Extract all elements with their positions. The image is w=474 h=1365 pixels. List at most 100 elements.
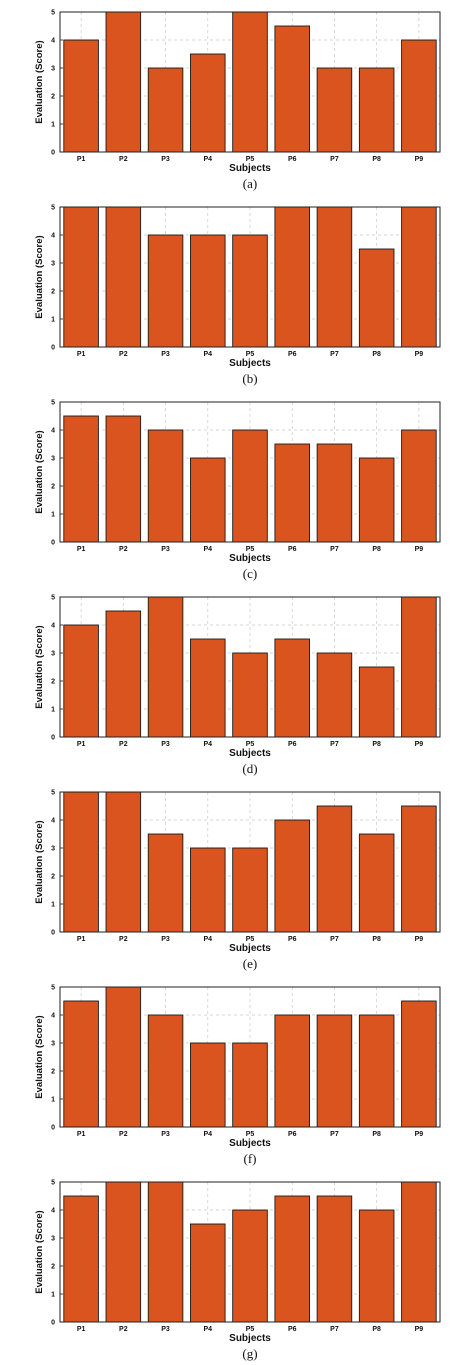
bar-p2 (105, 986, 142, 1128)
bar-p6 (274, 1195, 310, 1323)
x-tick-label: P8 (372, 351, 381, 358)
y-axis-label: Evaluation (Score) (34, 40, 45, 123)
y-tick-label: 3 (51, 651, 55, 658)
x-tick-label: P2 (119, 546, 128, 553)
x-tick-label: P7 (330, 1326, 339, 1333)
bar-p3 (147, 596, 184, 738)
x-tick-label: P6 (288, 156, 297, 163)
x-axis-label: Subjects (229, 553, 271, 564)
x-tick-label: P8 (372, 936, 381, 943)
bar-p9 (401, 1000, 437, 1128)
x-tick-label: P1 (77, 1326, 86, 1333)
x-tick-label: P2 (119, 1326, 128, 1333)
bar-p3 (147, 833, 184, 933)
bar-p3 (147, 429, 184, 543)
x-tick-label: P7 (330, 1131, 339, 1138)
y-tick-label: 5 (51, 985, 55, 992)
y-tick-label: 2 (51, 874, 55, 881)
bar-p4 (190, 638, 226, 738)
x-tick-label: P1 (77, 351, 86, 358)
bar-p9 (401, 1181, 437, 1323)
x-tick-label: P8 (372, 156, 381, 163)
x-tick-label: P8 (372, 1131, 381, 1138)
bar-p1 (63, 1000, 99, 1128)
bar-p4 (190, 234, 226, 348)
bar-p6 (274, 25, 310, 153)
bar-p3 (147, 1014, 184, 1128)
x-tick-label: P4 (203, 156, 212, 163)
bar-p1 (63, 791, 99, 933)
bar-p1 (63, 39, 99, 153)
x-axis-label: Subjects (229, 163, 271, 174)
x-tick-label: P9 (415, 156, 424, 163)
bar-p2 (105, 415, 142, 543)
panel-caption: (d) (242, 761, 257, 776)
bar-p6 (274, 638, 310, 738)
bar-p9 (401, 596, 437, 738)
x-tick-label: P5 (246, 936, 255, 943)
bar-p8 (358, 666, 395, 738)
x-tick-label: P6 (288, 1131, 297, 1138)
y-tick-label: 1 (51, 1292, 55, 1299)
x-tick-label: P7 (330, 351, 339, 358)
y-tick-label: 3 (51, 66, 55, 73)
x-tick-label: P5 (246, 156, 255, 163)
x-tick-label: P1 (77, 156, 86, 163)
bar-p6 (274, 819, 310, 933)
y-tick-label: 0 (51, 540, 55, 547)
x-tick-label: P3 (161, 741, 170, 748)
y-tick-label: 4 (51, 1013, 55, 1020)
y-tick-label: 0 (51, 1125, 55, 1132)
x-tick-label: P9 (415, 1326, 424, 1333)
x-axis-label: Subjects (229, 358, 271, 369)
bar-p3 (147, 1181, 184, 1323)
x-axis-label: Subjects (229, 1138, 271, 1149)
x-tick-label: P6 (288, 351, 297, 358)
y-tick-label: 2 (51, 679, 55, 686)
bar-p4 (190, 457, 226, 543)
bar-p4 (190, 53, 226, 153)
y-tick-label: 3 (51, 1236, 55, 1243)
x-tick-label: P6 (288, 936, 297, 943)
bar-p7 (316, 67, 353, 153)
y-tick-label: 2 (51, 289, 55, 296)
x-tick-label: P5 (246, 546, 255, 553)
bar-p1 (63, 1195, 99, 1323)
bar-p5 (232, 234, 268, 348)
plot-frame (59, 11, 441, 153)
x-tick-label: P5 (246, 351, 255, 358)
x-tick-label: P6 (288, 741, 297, 748)
bar-p7 (316, 1014, 353, 1128)
y-tick-label: 2 (51, 1264, 55, 1271)
panel-caption: (c) (243, 566, 257, 581)
x-tick-label: P9 (415, 1131, 424, 1138)
y-tick-label: 2 (51, 94, 55, 101)
bar-p6 (274, 443, 310, 543)
bar-p9 (401, 429, 437, 543)
panel-caption: (e) (243, 956, 257, 971)
chart-panel-3: 0 1 2 3 4 5 P1 P2 P3 P4 P5 P6 P7 P8 P9 Subjects Evaluati… (34, 400, 441, 581)
x-tick-label: P2 (119, 351, 128, 358)
bar-p3 (147, 234, 184, 348)
bar-p2 (105, 610, 142, 738)
y-tick-label: 4 (51, 818, 55, 825)
x-tick-label: P2 (119, 936, 128, 943)
y-tick-label: 0 (51, 1320, 55, 1327)
x-tick-label: P4 (203, 351, 212, 358)
y-tick-label: 2 (51, 484, 55, 491)
bar-p3 (147, 67, 184, 153)
bar-p5 (232, 847, 268, 933)
x-tick-label: P3 (161, 1326, 170, 1333)
bar-p9 (401, 206, 437, 348)
y-tick-label: 3 (51, 1041, 55, 1048)
x-tick-label: P4 (203, 936, 212, 943)
y-tick-label: 1 (51, 122, 55, 129)
plot-frame (59, 986, 441, 1128)
chart-panel-4: 0 1 2 3 4 5 P1 P2 P3 P4 P5 P6 P7 P8 P9 Subjects Evaluati… (34, 595, 441, 776)
x-tick-label: P5 (246, 741, 255, 748)
x-tick-label: P7 (330, 936, 339, 943)
chart-panel-7: 0 1 2 3 4 5 P1 P2 P3 P4 P5 P6 P7 P8 P9 Subjects Evaluati… (34, 1180, 441, 1361)
y-axis-label: Evaluation (Score) (34, 430, 45, 513)
x-tick-label: P2 (119, 741, 128, 748)
chart-panel-6: 0 1 2 3 4 5 P1 P2 P3 P4 P5 P6 P7 P8 P9 Subjects Evaluati… (34, 985, 441, 1166)
